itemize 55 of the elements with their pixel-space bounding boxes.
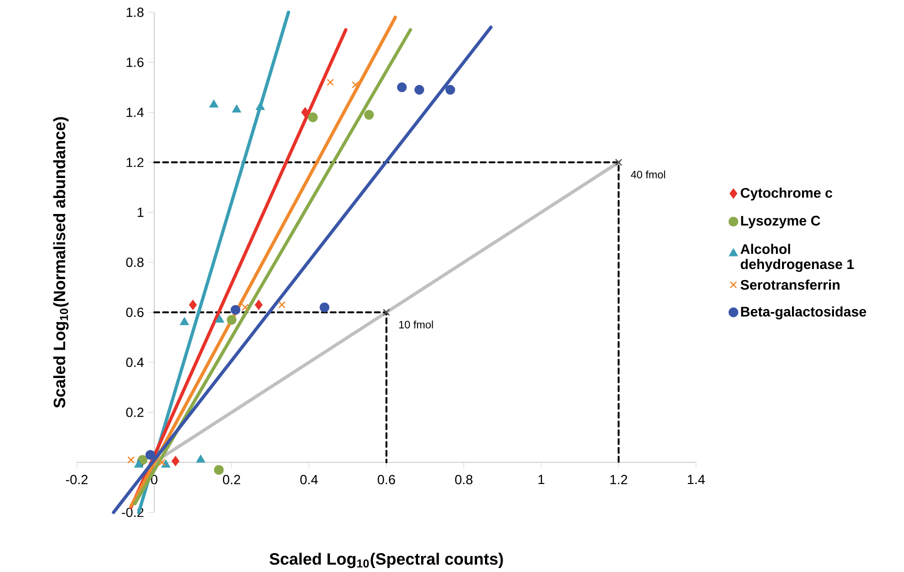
x-tick-label: 0.8	[455, 474, 472, 484]
x-tick-label: 0.6	[378, 474, 396, 484]
point	[242, 304, 249, 311]
legend-label: Serotransferrin	[740, 279, 840, 290]
legend-label: Cytochrome c	[740, 187, 832, 200]
x-axis-title: Scaled Log$_{10}$(Spectral counts)	[270, 552, 503, 568]
x-tick-label: 1.4	[688, 474, 705, 484]
point	[172, 456, 180, 466]
point	[226, 314, 237, 325]
point	[162, 460, 170, 468]
point	[158, 458, 166, 466]
point	[301, 107, 309, 118]
point	[215, 314, 224, 322]
annotation: 40 fmol	[630, 170, 666, 178]
y-tick-label: 0.6	[126, 308, 144, 317]
x-tick-label: -0.2	[66, 474, 88, 484]
y-tick-label: 0.2	[126, 408, 144, 417]
y-tick-label: 1.4	[126, 108, 144, 117]
point	[445, 84, 456, 95]
legend-label: Alcohol dehydrogenase 1	[740, 244, 854, 272]
legend-label: Lysozyme C	[741, 216, 820, 228]
point	[382, 308, 390, 316]
point	[414, 84, 424, 95]
point	[189, 300, 197, 310]
y-tick-label: 1	[138, 208, 144, 217]
y-axis-title: Scaled Log$_{10}$(Normalised abundance)	[53, 117, 69, 408]
point	[214, 464, 224, 475]
point	[196, 454, 205, 462]
x-tick-label: 1.2	[610, 474, 628, 484]
point	[209, 100, 218, 108]
y-tick-label: 1.2	[126, 158, 144, 167]
y-tick-label: 1.6	[126, 57, 144, 67]
y-tick-label: 0.4	[126, 358, 144, 367]
y-tick-label: 1.8	[126, 7, 144, 17]
point	[326, 78, 334, 86]
y-tick-label: 0.8	[126, 258, 144, 267]
legend-label: Beta-galactosidase	[741, 306, 866, 320]
annotation: 10 fmol	[399, 320, 433, 328]
point	[364, 110, 374, 120]
point	[614, 158, 622, 166]
point	[180, 317, 189, 325]
point	[308, 112, 318, 122]
point	[232, 104, 241, 112]
x-tick-label: 0.4	[300, 474, 318, 484]
point	[256, 102, 265, 110]
point	[254, 300, 263, 310]
point	[352, 81, 360, 88]
point	[127, 456, 135, 464]
point	[320, 302, 330, 312]
point	[397, 82, 407, 92]
point	[230, 304, 240, 315]
point	[145, 450, 156, 460]
x-tick-label: 1	[538, 474, 544, 484]
x-tick-label: 0.2	[222, 474, 240, 484]
point	[278, 301, 286, 308]
